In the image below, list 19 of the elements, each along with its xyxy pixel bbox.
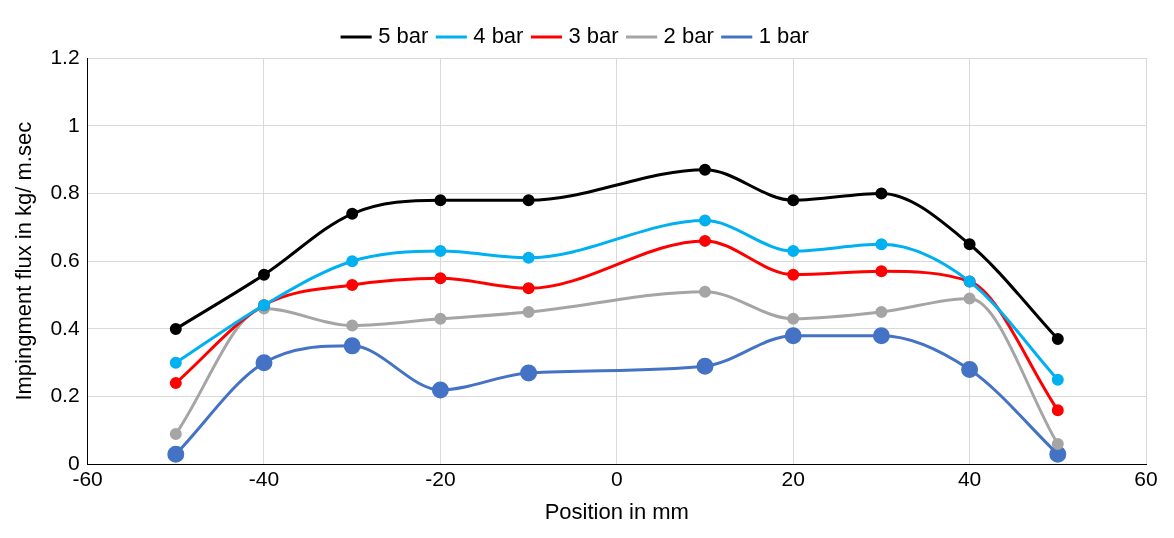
legend-label: 5 bar [378,23,429,49]
legend-label: 4 bar [473,23,524,49]
x-axis-title: Position in mm [544,498,689,524]
x-tick-label: 40 [957,466,982,490]
legend-label: 3 bar [568,23,619,49]
y-tick-label: 0.2 [50,383,80,407]
y-tick-label: 0.8 [50,180,80,204]
y-axis-title: Impingment flux in kg/ m.sec [11,121,37,401]
y-tick-label: 0.6 [50,248,80,271]
y-tick-label: 1 [67,112,80,136]
legend-label: 1 bar [758,23,809,49]
x-tick-label: 60 [1134,466,1158,490]
x-tick-label: -40 [248,466,280,490]
x-tick-label: 0 [610,466,623,490]
legend-label: 2 bar [663,23,714,49]
y-tick-label: 1.2 [50,44,80,68]
x-tick-label: -20 [425,466,456,490]
x-tick-label: 20 [781,466,805,490]
y-tick-label: 0.4 [50,315,80,339]
